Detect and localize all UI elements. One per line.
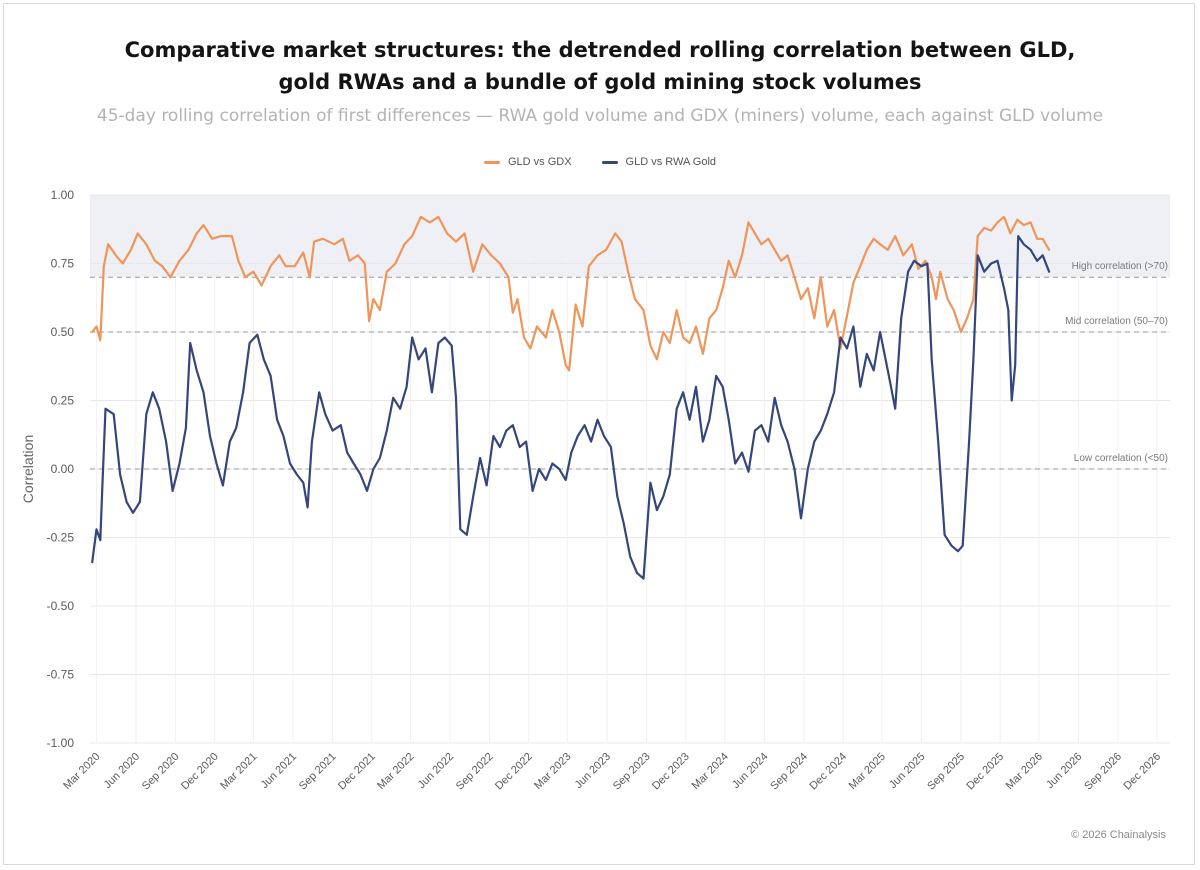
x-tick-label: Dec 2022 bbox=[493, 751, 535, 793]
x-tick-label: Sep 2025 bbox=[925, 751, 967, 793]
y-tick-label: 0.50 bbox=[51, 325, 75, 339]
chart-subtitle: 45-day rolling correlation of first diff… bbox=[96, 106, 1104, 126]
x-tick-label: Jun 2022 bbox=[416, 751, 456, 791]
x-tick-label: Mar 2020 bbox=[61, 751, 102, 792]
x-tick-label: Sep 2026 bbox=[1082, 751, 1124, 793]
reference-line-label: High correlation (>70) bbox=[1072, 261, 1168, 272]
credit-text: © 2026 Chainalysis bbox=[1071, 829, 1166, 841]
y-tick-label: -1.00 bbox=[47, 736, 75, 750]
legend-swatch-gdx bbox=[483, 160, 500, 164]
high-correlation-band bbox=[90, 195, 1170, 278]
reference-line-label: Low correlation (<50) bbox=[1074, 453, 1168, 464]
chart-title-line-2: gold RWAs and a bundle of gold mining st… bbox=[278, 70, 922, 94]
y-tick-label: 1.00 bbox=[51, 188, 75, 202]
x-tick-label: Mar 2024 bbox=[690, 751, 731, 792]
x-tick-label: Dec 2026 bbox=[1121, 751, 1163, 793]
x-tick-label: Mar 2023 bbox=[532, 751, 573, 792]
y-axis-title: Correlation bbox=[20, 435, 36, 503]
x-tick-label: Dec 2023 bbox=[650, 751, 692, 793]
x-tick-label: Mar 2022 bbox=[375, 751, 416, 792]
x-tick-label: Jun 2020 bbox=[102, 751, 142, 791]
chart-title-line-1: Comparative market structures: the detre… bbox=[124, 38, 1076, 62]
y-tick-label: 0.00 bbox=[51, 462, 75, 476]
x-tick-label: Sep 2022 bbox=[454, 751, 496, 793]
chart-frame bbox=[3, 3, 1195, 865]
series-line-gld-vs-rwa-gold bbox=[91, 235, 1051, 580]
legend-swatch-rwa bbox=[601, 160, 618, 164]
x-tick-label: Mar 2026 bbox=[1004, 751, 1045, 792]
legend-label-rwa: GLD vs RWA Gold bbox=[625, 156, 717, 168]
x-tick-label: Jun 2024 bbox=[730, 751, 770, 791]
x-tick-label: Dec 2020 bbox=[179, 751, 221, 793]
chart-title: Comparative market structures: the detre… bbox=[0, 34, 1200, 98]
legend-item-gdx[interactable]: GLD vs GDX bbox=[483, 156, 572, 168]
reference-line-label: Mid correlation (50–70) bbox=[1065, 316, 1168, 327]
y-tick-label: -0.50 bbox=[47, 599, 75, 613]
x-tick-label: Dec 2024 bbox=[807, 751, 849, 793]
x-tick-label: Jun 2023 bbox=[573, 751, 613, 791]
x-tick-label: Mar 2025 bbox=[847, 751, 888, 792]
y-tick-label: -0.25 bbox=[47, 531, 75, 545]
x-tick-label: Dec 2021 bbox=[336, 751, 378, 793]
x-tick-label: Dec 2025 bbox=[964, 751, 1006, 793]
x-tick-label: Sep 2020 bbox=[140, 751, 182, 793]
x-tick-label: Sep 2023 bbox=[611, 751, 653, 793]
x-tick-label: Sep 2021 bbox=[297, 751, 339, 793]
x-tick-label: Jun 2021 bbox=[259, 751, 299, 791]
x-tick-label: Jun 2026 bbox=[1044, 751, 1084, 791]
legend: GLD vs GDX GLD vs RWA Gold bbox=[0, 156, 1200, 168]
x-tick-label: Sep 2024 bbox=[768, 751, 810, 793]
y-tick-label: 0.25 bbox=[51, 394, 75, 408]
x-tick-label: Jun 2025 bbox=[887, 751, 927, 791]
legend-label-gdx: GLD vs GDX bbox=[507, 156, 572, 168]
y-tick-label: 0.75 bbox=[51, 257, 75, 271]
x-tick-label: Mar 2021 bbox=[218, 751, 259, 792]
series-line-gld-vs-gdx bbox=[91, 215, 1051, 372]
legend-item-rwa[interactable]: GLD vs RWA Gold bbox=[601, 156, 717, 168]
y-tick-label: -0.75 bbox=[47, 668, 75, 682]
